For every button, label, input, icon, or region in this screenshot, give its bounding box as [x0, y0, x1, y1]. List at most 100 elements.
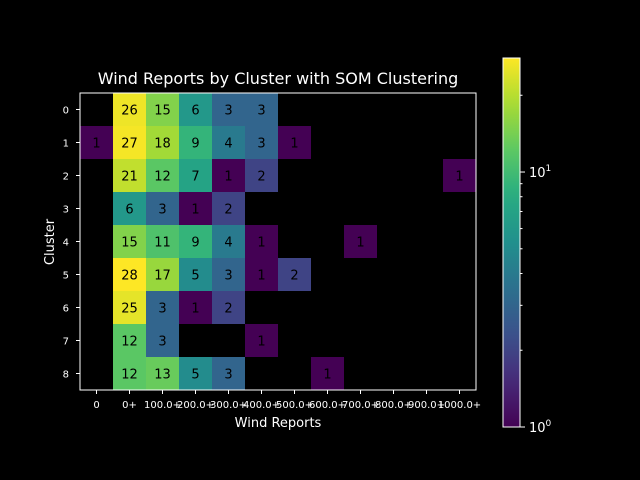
heatmap-cell [113, 225, 146, 258]
cell-value-label: 5 [191, 368, 199, 383]
x-tick-label: 600.0+ [309, 400, 346, 411]
cell-value-label: 3 [257, 104, 265, 119]
x-tick-label: 1000.0+ [438, 400, 481, 411]
cell-value-label: 3 [257, 137, 265, 152]
cell-value-label: 1 [224, 170, 232, 185]
cell-value-label: 28 [121, 269, 138, 284]
y-tick-label: 7 [63, 337, 69, 348]
cell-value-label: 1 [356, 236, 364, 251]
heatmap-cell [146, 225, 179, 258]
cell-value-label: 1 [191, 203, 199, 218]
cell-value-label: 21 [121, 170, 138, 185]
heatmap-cell [212, 357, 245, 390]
cell-value-label: 5 [191, 269, 199, 284]
cell-value-label: 17 [154, 269, 171, 284]
cell-value-label: 15 [154, 104, 171, 119]
heatmap-cell [179, 225, 212, 258]
cell-value-label: 3 [158, 302, 166, 317]
heatmap-cell [179, 357, 212, 390]
heatmap-cell [245, 126, 278, 159]
heatmap-cell [179, 93, 212, 126]
cell-value-label: 3 [224, 104, 232, 119]
chart-title: Wind Reports by Cluster with SOM Cluster… [98, 69, 459, 88]
cell-value-label: 1 [290, 137, 298, 152]
cell-value-label: 1 [191, 302, 199, 317]
x-tick-label: 200.0+ [177, 400, 214, 411]
cell-value-label: 6 [191, 104, 199, 119]
heatmap-cell [212, 258, 245, 291]
heatmap-cell [245, 93, 278, 126]
heatmap-cells [80, 93, 476, 390]
heatmap-cell [179, 258, 212, 291]
x-tick-label: 0+ [122, 400, 137, 411]
heatmap-cell [245, 225, 278, 258]
heatmap-cell [278, 126, 311, 159]
y-axis-label: Cluster [43, 218, 58, 265]
cell-value-label: 9 [191, 137, 199, 152]
cell-labels: 26 15 6 3 31 27 18 9 4 3 121 12 7 1 2 16 3 1 215 11 9 4 1 128 17… [92, 104, 463, 383]
heatmap-cell [245, 324, 278, 357]
y-tick-label: 3 [63, 205, 69, 216]
cell-value-label: 2 [224, 302, 232, 317]
heatmap-cell [212, 291, 245, 324]
heatmap-cell [113, 93, 146, 126]
heatmap-cell [146, 192, 179, 225]
colorbar-tick-label: 100 [529, 419, 552, 436]
y-axis-ticks: 0 1 2 3 4 5 6 7 8 [63, 106, 80, 381]
heatmap-cell [344, 225, 377, 258]
heatmap-cell [146, 357, 179, 390]
heatmap-cell [179, 291, 212, 324]
heatmap-cell [179, 192, 212, 225]
cell-value-label: 26 [121, 104, 138, 119]
heatmap-cell [245, 159, 278, 192]
y-tick-label: 1 [63, 139, 69, 150]
x-tick-label: 300.0+ [210, 400, 247, 411]
heatmap-cell [212, 225, 245, 258]
cell-value-label: 3 [224, 269, 232, 284]
y-tick-label: 6 [63, 304, 69, 315]
y-tick-label: 5 [63, 271, 69, 282]
x-tick-label: 400.0+ [243, 400, 280, 411]
cell-value-label: 12 [121, 335, 138, 350]
cell-value-label: 15 [121, 236, 138, 251]
colorbar-tick-label: 101 [529, 164, 551, 181]
cell-value-label: 4 [224, 137, 232, 152]
heatmap-cell [146, 93, 179, 126]
heatmap-cell [146, 258, 179, 291]
cell-value-label: 12 [121, 368, 138, 383]
y-tick-label: 4 [63, 238, 69, 249]
cell-value-label: 1 [257, 335, 265, 350]
cell-value-label: 1 [92, 137, 100, 152]
cell-value-label: 1 [257, 236, 265, 251]
cell-value-label: 3 [158, 203, 166, 218]
cell-value-label: 11 [154, 236, 171, 251]
cell-value-label: 12 [154, 170, 171, 185]
heatmap-cell [80, 126, 113, 159]
cell-value-label: 27 [121, 137, 138, 152]
cell-value-label: 25 [121, 302, 138, 317]
cell-value-label: 3 [158, 335, 166, 350]
heatmap-cell [212, 93, 245, 126]
heatmap-cell [113, 159, 146, 192]
cell-value-label: 4 [224, 236, 232, 251]
heatmap-cell [113, 291, 146, 324]
heatmap-cell [179, 159, 212, 192]
cell-value-label: 3 [224, 368, 232, 383]
heatmap-cell [443, 159, 476, 192]
cell-value-label: 7 [191, 170, 199, 185]
cell-value-label: 2 [290, 269, 298, 284]
x-tick-label: 700.0+ [342, 400, 379, 411]
x-tick-label: 800.0+ [375, 400, 412, 411]
x-axis-label: Wind Reports [235, 416, 322, 431]
cell-value-label: 18 [154, 137, 171, 152]
cell-value-label: 13 [154, 368, 171, 383]
cell-value-label: 6 [125, 203, 133, 218]
cell-value-label: 1 [323, 368, 331, 383]
heatmap-cell [311, 357, 344, 390]
heatmap-cell [278, 258, 311, 291]
y-tick-label: 0 [63, 106, 69, 117]
y-tick-label: 2 [63, 172, 69, 183]
heatmap-cell [113, 324, 146, 357]
heatmap-cell [212, 192, 245, 225]
